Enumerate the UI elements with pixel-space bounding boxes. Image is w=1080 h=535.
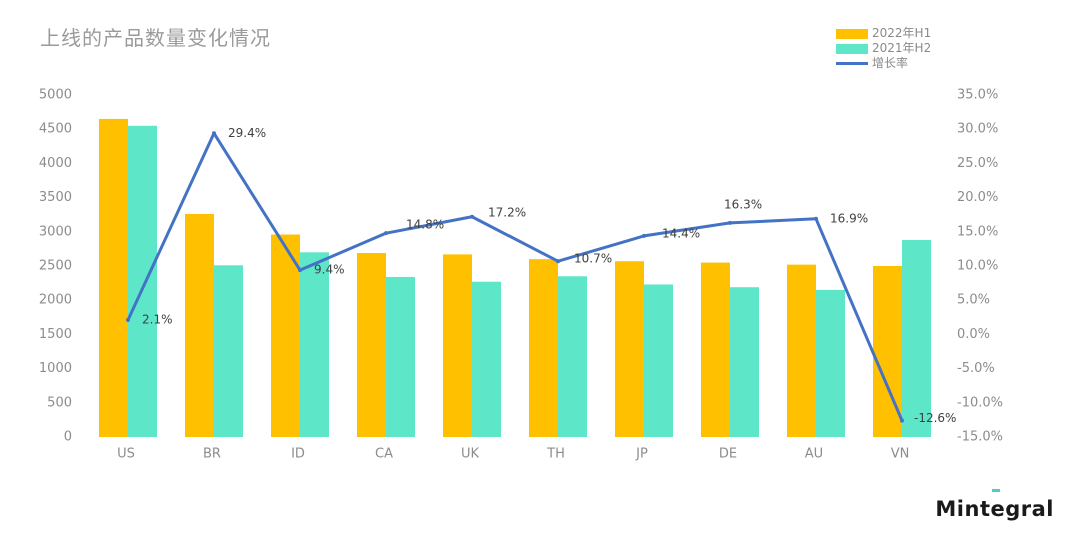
x-tick-label: AU bbox=[805, 447, 823, 462]
bar-2022-h1 bbox=[615, 261, 644, 437]
y-left-tick-label: 2500 bbox=[39, 259, 72, 274]
growth-data-label: 29.4% bbox=[228, 126, 266, 140]
legend-item-h1: 2022年H1 bbox=[836, 26, 931, 41]
growth-data-label: 16.9% bbox=[830, 211, 868, 225]
chart-legend: 2022年H1 2021年H2 增长率 bbox=[836, 26, 931, 71]
legend-swatch-h1 bbox=[836, 28, 868, 39]
bar-2021-h2 bbox=[386, 276, 415, 437]
x-tick-label: JP bbox=[635, 447, 648, 462]
y-left-tick-label: 1000 bbox=[39, 361, 72, 376]
growth-point bbox=[814, 216, 818, 221]
y-left-tick-label: 2000 bbox=[39, 293, 72, 308]
brand-logo: Mintegral bbox=[935, 497, 1054, 521]
growth-point bbox=[470, 214, 474, 219]
y-right-tick-label: -5.0% bbox=[957, 361, 995, 376]
y-right-tick-label: 10.0% bbox=[957, 259, 998, 274]
logo-accent bbox=[992, 489, 1000, 492]
x-tick-label: DE bbox=[719, 447, 737, 462]
growth-data-label: 14.8% bbox=[406, 218, 444, 232]
growth-point bbox=[556, 259, 560, 264]
x-tick-label: ID bbox=[291, 447, 305, 462]
legend-item-h2: 2021年H2 bbox=[836, 41, 931, 56]
growth-rate-line bbox=[126, 131, 904, 422]
x-tick-label: VN bbox=[891, 447, 910, 462]
bar-2021-h2 bbox=[214, 265, 243, 437]
bar-2022-h1 bbox=[529, 259, 558, 437]
y-left-tick-label: 1500 bbox=[39, 327, 72, 342]
legend-label-h2: 2021年H2 bbox=[872, 41, 932, 55]
legend-label-growth: 增长率 bbox=[872, 56, 909, 70]
y-left-tick-label: 0 bbox=[64, 430, 72, 445]
growth-point bbox=[728, 220, 732, 225]
growth-point bbox=[212, 131, 216, 136]
bar-2022-h1 bbox=[701, 262, 730, 437]
bar-2022-h1 bbox=[787, 264, 816, 437]
growth-data-label: 16.3% bbox=[724, 197, 762, 211]
y-right-tick-label: 25.0% bbox=[957, 156, 998, 171]
growth-point bbox=[900, 418, 904, 423]
bar-2021-h2 bbox=[902, 240, 931, 437]
y-right-tick-label: 20.0% bbox=[957, 190, 998, 205]
bar-2021-h2 bbox=[300, 252, 329, 437]
growth-data-label: 2.1% bbox=[142, 313, 173, 327]
y-right-tick-label: 15.0% bbox=[957, 224, 998, 239]
growth-data-label: 14.4% bbox=[662, 226, 700, 240]
y-right-tick-label: 30.0% bbox=[957, 122, 998, 137]
legend-swatch-h2 bbox=[836, 43, 868, 54]
x-tick-label: US bbox=[117, 447, 135, 462]
bar-2021-h2 bbox=[730, 287, 759, 437]
x-tick-label: BR bbox=[203, 447, 221, 462]
y-left-tick-label: 5000 bbox=[39, 88, 72, 103]
bar-2021-h2 bbox=[128, 125, 157, 437]
y-left-tick-label: 500 bbox=[47, 395, 72, 410]
chart-title: 上线的产品数量变化情况 bbox=[40, 26, 271, 50]
growth-data-label: 10.7% bbox=[574, 252, 612, 266]
y-right-tick-label: -10.0% bbox=[957, 395, 1003, 410]
bar-2021-h2 bbox=[644, 284, 673, 437]
y-right-tick-label: 5.0% bbox=[957, 293, 990, 308]
bar-2022-h1 bbox=[357, 253, 386, 437]
bar-2021-h2 bbox=[472, 281, 501, 437]
legend-label-h1: 2022年H1 bbox=[872, 26, 932, 40]
y-left-tick-label: 4500 bbox=[39, 122, 72, 137]
x-tick-label: UK bbox=[461, 447, 480, 462]
bar-2022-h1 bbox=[99, 118, 128, 437]
growth-data-label: 17.2% bbox=[488, 205, 526, 219]
x-tick-label: CA bbox=[375, 447, 393, 462]
bar-2021-h2 bbox=[816, 289, 845, 437]
y-left-tick-label: 4000 bbox=[39, 156, 72, 171]
y-right-tick-label: 35.0% bbox=[957, 88, 998, 103]
growth-point bbox=[298, 268, 302, 273]
growth-point bbox=[126, 318, 130, 323]
y-right-tick-label: -15.0% bbox=[957, 430, 1003, 445]
growth-point bbox=[642, 233, 646, 238]
y-right-tick-label: 0.0% bbox=[957, 327, 990, 342]
y-left-tick-label: 3000 bbox=[39, 224, 72, 239]
growth-data-label: 9.4% bbox=[314, 263, 345, 277]
legend-item-growth: 增长率 bbox=[836, 56, 931, 71]
x-tick-label: TH bbox=[546, 447, 565, 462]
bar-2022-h1 bbox=[271, 234, 300, 437]
bar-2021-h2 bbox=[558, 276, 587, 437]
y-left-tick-label: 3500 bbox=[39, 190, 72, 205]
growth-data-label: -12.6% bbox=[914, 411, 956, 425]
bar-2022-h1 bbox=[185, 214, 214, 437]
growth-point bbox=[384, 231, 388, 236]
bar-2022-h1 bbox=[443, 254, 472, 437]
legend-swatch-growth bbox=[836, 62, 868, 65]
